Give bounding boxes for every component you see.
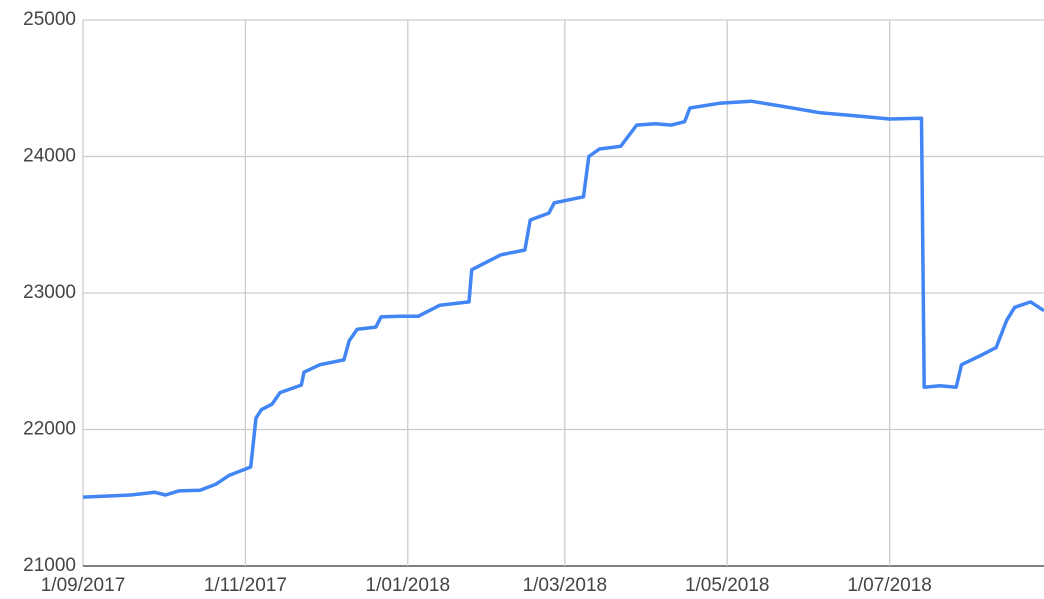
y-tick-label: 25000	[23, 9, 76, 30]
y-tick-label: 22000	[23, 419, 76, 440]
y-tick-label: 23000	[23, 282, 76, 303]
x-tick-label: 1/07/2018	[847, 575, 932, 596]
x-tick-label: 1/11/2017	[204, 575, 287, 596]
y-tick-label: 21000	[23, 555, 76, 576]
y-tick-label: 24000	[23, 146, 76, 167]
x-tick-label: 1/03/2018	[523, 575, 608, 596]
x-tick-label: 1/09/2017	[41, 575, 126, 596]
x-tick-label: 1/01/2018	[366, 575, 451, 596]
data-line	[82, 99, 1044, 499]
x-tick-label: 1/05/2018	[685, 575, 770, 596]
